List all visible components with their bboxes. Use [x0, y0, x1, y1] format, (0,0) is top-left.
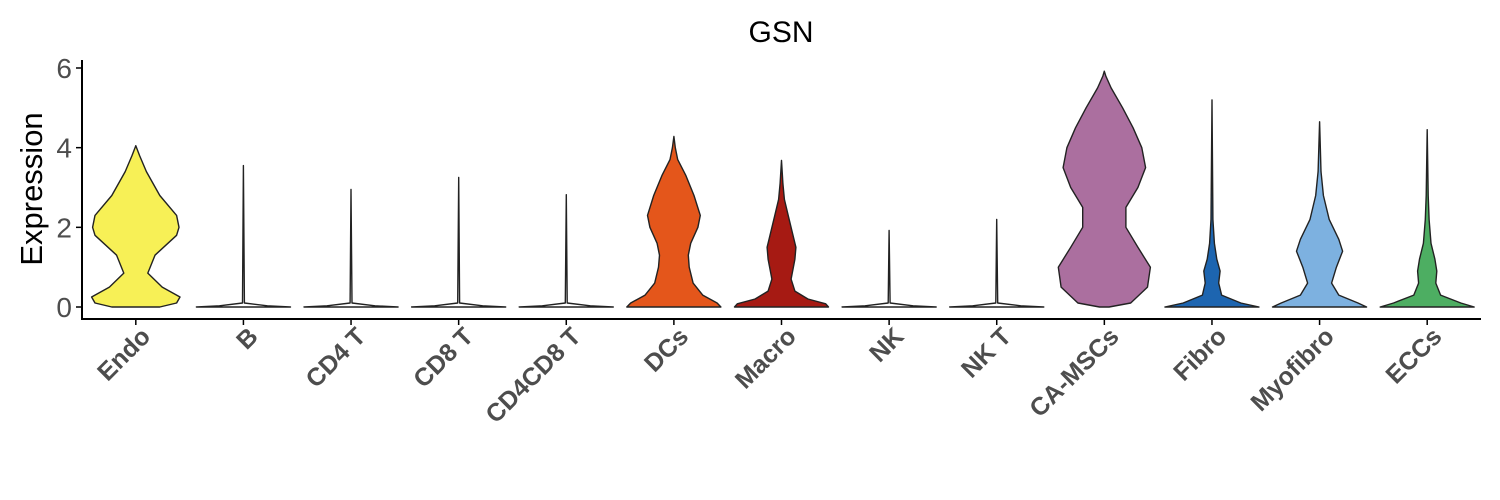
x-tick-label: CD4 T [300, 322, 371, 393]
x-tick-label: Macro [730, 322, 802, 394]
x-tick-label: B [231, 322, 264, 355]
violin-cd4cd8-t [518, 194, 614, 308]
y-tick-label: 6 [56, 53, 72, 84]
x-axis: Endo B CD4 T CD8 T CD4CD8 T DCs Macro NK NK T CA-… [81, 318, 1481, 429]
y-axis-label: Expression [14, 112, 49, 265]
x-tick-label: Myofibro [1245, 322, 1339, 416]
y-axis: 0 2 4 6 [56, 53, 83, 323]
y-tick-label: 0 [56, 292, 72, 323]
x-tick-label: CD8 T [408, 322, 479, 393]
x-tick-label: Fibro [1168, 322, 1232, 386]
violin-nk [841, 229, 937, 308]
violin-fibro [1164, 99, 1260, 308]
x-tick-label: ECCs [1380, 322, 1447, 389]
violin-group [90, 70, 1475, 308]
x-tick-label: CD4CD8 T [480, 322, 586, 428]
violin-endo [90, 145, 181, 308]
y-tick-label: 4 [56, 133, 72, 164]
violin-nk-t [949, 218, 1045, 308]
violin-macro [733, 159, 830, 308]
violin-dcs [626, 135, 722, 308]
chart-title: GSN [748, 16, 813, 49]
violin-eccs [1379, 129, 1475, 308]
violin-myofibro [1271, 121, 1368, 308]
x-tick-label: DCs [639, 322, 694, 377]
violin-ca-mscs [1057, 70, 1152, 308]
y-tick-label: 2 [56, 212, 72, 243]
x-tick-label: Endo [92, 322, 156, 386]
x-tick-label: CA-MSCs [1024, 322, 1124, 422]
violin-cd8-t [410, 176, 507, 308]
x-tick-label: NK T [956, 322, 1017, 383]
violin-b [195, 164, 292, 308]
x-tick-label: NK [864, 322, 909, 367]
violin-cd4-t [303, 188, 399, 308]
